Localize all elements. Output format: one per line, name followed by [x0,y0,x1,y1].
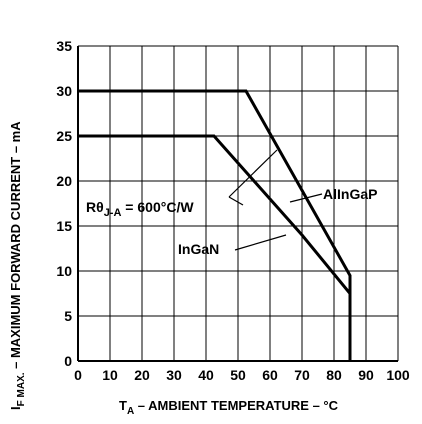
x-tick-label-30: 30 [166,367,182,383]
x-tick-label-20: 20 [134,367,150,383]
y-tick-label-35: 35 [56,38,72,54]
series-label-alingap: AlInGaP [323,186,377,202]
x-tick-label-0: 0 [74,367,82,383]
x-tick-label-40: 40 [198,367,214,383]
x-tick-label-90: 90 [358,367,374,383]
y-tick-label-0: 0 [64,353,72,369]
x-tick-label-10: 10 [102,367,118,383]
leader-alingap [289,193,323,203]
x-tick-label-80: 80 [326,367,342,383]
x-tick-label-100: 100 [386,367,410,383]
y-axis-title: IF MAX. – MAXIMUM FORWARD CURRENT – mA [8,121,27,410]
leader-annotation-1 [228,149,278,198]
x-tick-label-60: 60 [262,367,278,383]
y-tick-label-5: 5 [64,308,72,324]
leader-annotation-2 [228,196,244,206]
y-tick-label-20: 20 [56,173,72,189]
series-line-ingan [78,134,352,361]
tick-labels: 0 10 20 30 40 50 60 70 80 90 100 0 5 10 15 20 25 30 35 [56,38,409,383]
x-axis-title: TA – AMBIENT TEMPERATURE – °C [119,398,339,417]
y-tick-label-30: 30 [56,83,72,99]
y-tick-label-15: 15 [56,218,72,234]
thermal-resistance-label: RθJ-A = 600°C/W [86,199,194,219]
leader-ingan [234,234,287,251]
y-tick-label-25: 25 [56,128,72,144]
y-tick-label-10: 10 [56,263,72,279]
series-lines [78,89,352,361]
series-label-ingan: InGaN [178,241,219,257]
x-tick-label-50: 50 [230,367,246,383]
x-tick-label-70: 70 [294,367,310,383]
